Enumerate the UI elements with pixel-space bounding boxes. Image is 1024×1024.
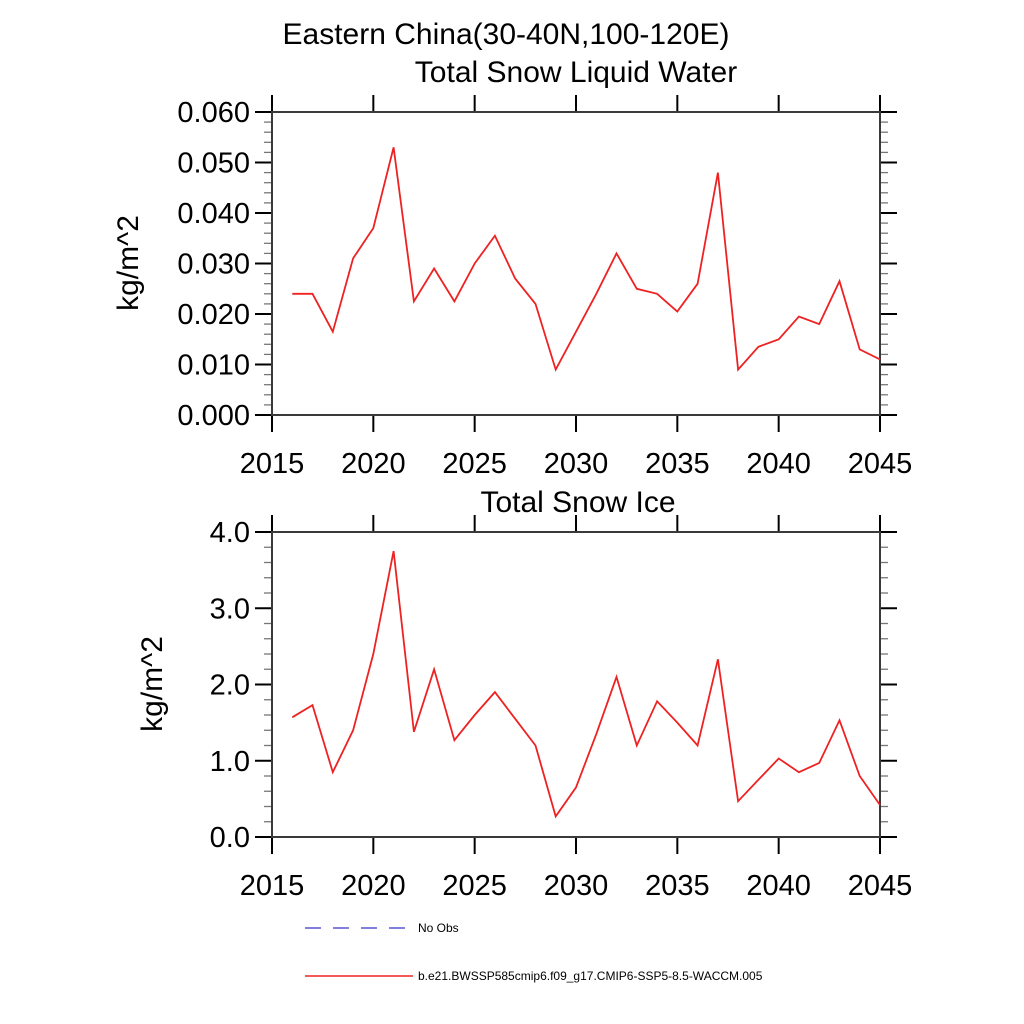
y-tick-label: 0.0	[210, 822, 250, 854]
x-tick-label: 2020	[341, 448, 406, 480]
y-tick-label: 0.050	[177, 148, 250, 180]
legend: No Obs b.e21.BWSSP585cmip6.f09_g17.CMIP6…	[305, 921, 763, 983]
y-tick-label: 3.0	[210, 593, 250, 625]
x-tick-label: 2015	[240, 448, 305, 480]
y-tick-label: 0.060	[177, 97, 250, 129]
chart1-series	[292, 147, 881, 372]
x-tick-label: 2020	[341, 870, 406, 902]
chart1-axes: 0.000 0.010 0.020 0.030 0.040 0.050 0.060 2015 2…	[177, 95, 912, 480]
chart2-series	[291, 550, 881, 819]
y-tick-label: 0.040	[177, 198, 250, 230]
x-tick-label: 2030	[544, 448, 609, 480]
y-tick-label: 2.0	[210, 670, 250, 702]
x-tick-label: 2015	[240, 870, 305, 902]
x-tick-label: 2040	[746, 448, 811, 480]
x-tick-label: 2025	[442, 870, 507, 902]
y-tick-label: 4.0	[210, 517, 250, 549]
chart1-title: Total Snow Liquid Water	[415, 56, 737, 89]
series-line	[292, 147, 881, 372]
y-tick-label: 0.000	[177, 400, 250, 432]
y-tick-label: 0.020	[177, 299, 250, 331]
x-tick-label: 2030	[544, 870, 609, 902]
x-tick-label: 2040	[746, 870, 811, 902]
y-tick-label: 0.030	[177, 249, 250, 281]
chart2-y-axis-label: kg/m^2	[136, 636, 169, 732]
chart2-axes: 0.0 1.0 2.0 3.0 4.0 2015 2020 2025 2030 2035 2040 2…	[210, 515, 913, 902]
series-line	[291, 550, 881, 819]
x-tick-label: 2025	[442, 448, 507, 480]
plot-frame	[271, 531, 881, 838]
plot-frame	[271, 111, 881, 416]
chart2-title: Total Snow Ice	[480, 486, 675, 519]
legend-label-no-obs: No Obs	[418, 921, 459, 935]
legend-label-model: b.e21.BWSSP585cmip6.f09_g17.CMIP6-SSP5-8…	[418, 969, 763, 983]
x-tick-label: 2045	[848, 448, 913, 480]
x-tick-label: 2035	[645, 870, 710, 902]
chart1-y-axis-label: kg/m^2	[112, 215, 145, 311]
x-tick-label: 2035	[645, 448, 710, 480]
y-tick-label: 0.010	[177, 350, 250, 382]
y-tick-label: 1.0	[210, 746, 250, 778]
figure-suptitle: Eastern China(30-40N,100-120E)	[283, 18, 730, 51]
x-tick-label: 2045	[848, 870, 913, 902]
